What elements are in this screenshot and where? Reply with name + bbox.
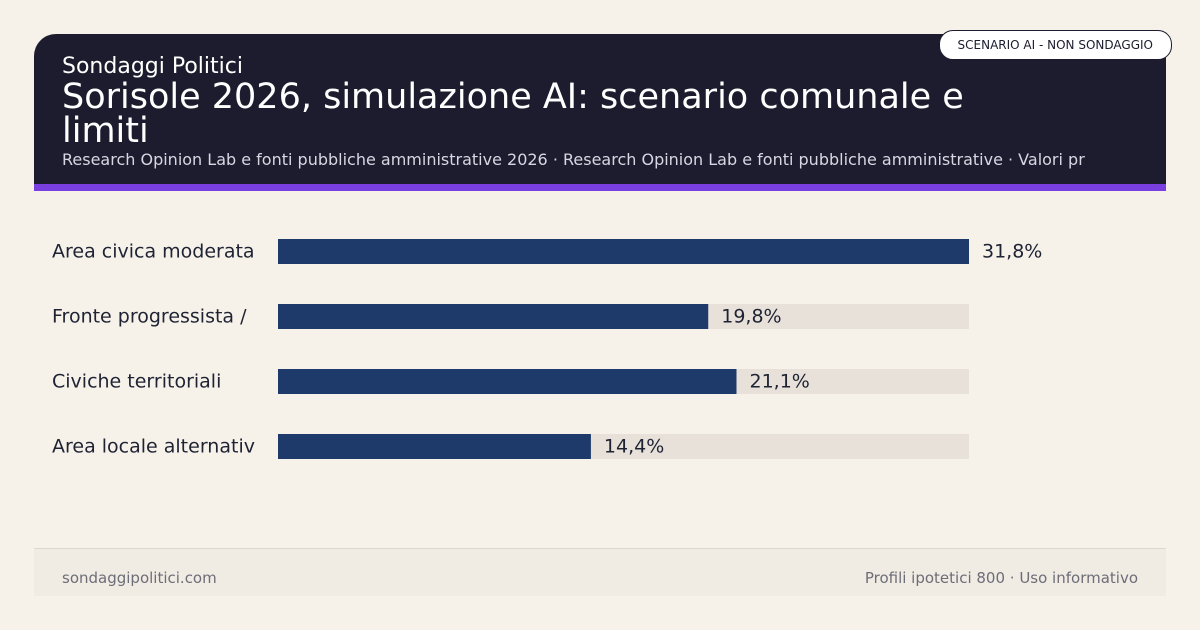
page-subtitle: Research Opinion Lab e fonti pubbliche a…: [62, 150, 1085, 169]
category-label: Civiche territoriali: [52, 371, 221, 393]
bar: [278, 239, 969, 264]
category-label: Area locale alternativ: [52, 436, 255, 458]
page-title: Sorisole 2026, simulazione AI: scenario …: [62, 80, 964, 150]
bar-chart: Area civica moderata 31,8% Fronte progress…: [52, 239, 1042, 459]
value-label: 14,4%: [604, 436, 664, 458]
category-label: Area civica moderata: [52, 241, 255, 263]
value-label: 31,8%: [982, 241, 1042, 263]
scenario-badge: SCENARIO AI - NON SONDAGGIO: [938, 30, 1172, 60]
footer-note: Profili ipotetici 800 · Uso informativo: [864, 569, 1138, 587]
bar: [278, 304, 709, 329]
value-label: 19,8%: [721, 306, 781, 328]
brand-name: Sondaggi Politici: [62, 54, 243, 79]
bar: [278, 434, 591, 459]
accent-bar: [34, 184, 1166, 191]
value-label: 21,1%: [749, 371, 809, 393]
bar: [278, 369, 737, 394]
footer-site-link[interactable]: sondaggipolitici.com: [62, 569, 217, 587]
category-label: Fronte progressista /: [52, 306, 247, 328]
footer: sondaggipolitici.com Profili ipotetici 8…: [34, 548, 1166, 596]
